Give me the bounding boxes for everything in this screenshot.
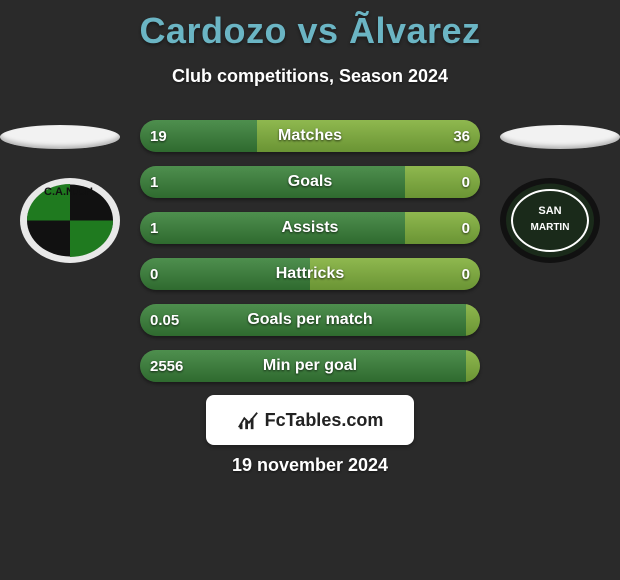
stat-label: Min per goal xyxy=(140,350,480,382)
page-title: Cardozo vs Ãlvarez xyxy=(0,0,620,52)
stats-bars: 1936Matches 10Goals 10Assists 00Hattricks 0.… xyxy=(140,120,480,396)
club-right-text-2: MARTIN xyxy=(531,222,570,233)
stat-label: Goals xyxy=(140,166,480,198)
club-badge-left: C.A.N.CH. xyxy=(20,178,120,263)
stat-row: 1936Matches xyxy=(140,120,480,152)
club-right-text-1: SAN xyxy=(538,205,561,217)
stat-label: Assists xyxy=(140,212,480,244)
stat-label: Matches xyxy=(140,120,480,152)
chart-icon xyxy=(237,409,259,431)
stat-label: Hattricks xyxy=(140,258,480,290)
stat-row: 10Goals xyxy=(140,166,480,198)
subtitle: Club competitions, Season 2024 xyxy=(0,66,620,87)
player-silhouette-pad-right xyxy=(500,125,620,149)
stat-row: 2556Min per goal xyxy=(140,350,480,382)
stat-label: Goals per match xyxy=(140,304,480,336)
fctables-watermark: FcTables.com xyxy=(206,395,414,445)
club-left-text: C.A.N.CH. xyxy=(44,186,96,198)
player-silhouette-pad-left xyxy=(0,125,120,149)
stat-row: 0.05Goals per match xyxy=(140,304,480,336)
stat-row: 10Assists xyxy=(140,212,480,244)
club-badge-right: SAN MARTIN xyxy=(500,178,600,263)
stat-row: 00Hattricks xyxy=(140,258,480,290)
date-label: 19 november 2024 xyxy=(0,455,620,476)
fctables-text: FcTables.com xyxy=(265,410,384,431)
